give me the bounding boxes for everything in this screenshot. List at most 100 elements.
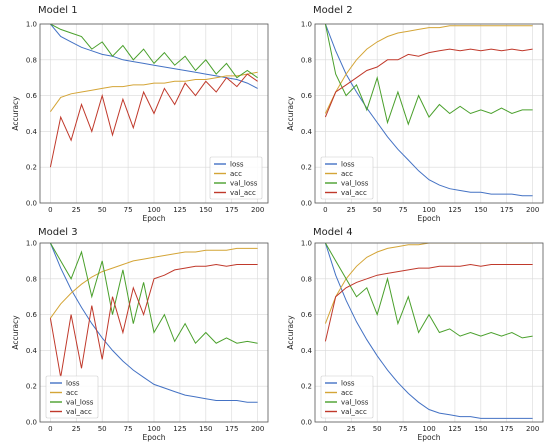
y-tick-label: 0.0: [26, 419, 37, 427]
legend-label-val_loss: val_loss: [230, 180, 258, 188]
chart-panel-1: Model 1 0 25 50 75 100 125 150 175 200 0.0 0.2 0.4 0.…: [11, 5, 269, 223]
x-tick-label: 100: [422, 206, 435, 214]
chart-panel-3: Model 3 0 25 50 75 100 125 150 175 200 0.0 0.2 0.4 0.…: [11, 227, 269, 442]
y-tick-label: 0.4: [301, 347, 313, 355]
x-tick-label: 175: [500, 206, 513, 214]
x-axis-label: Epoch: [143, 214, 166, 223]
legend-label-acc: acc: [341, 170, 353, 178]
chart-title: Model 3: [38, 227, 78, 238]
x-tick-label: 50: [98, 425, 107, 433]
y-tick-label: 0.8: [301, 275, 312, 283]
plot-frame: [314, 23, 544, 204]
x-tick-label: 50: [373, 206, 382, 214]
y-tick-label: 0.8: [301, 56, 312, 64]
y-tick-label: 0.0: [26, 200, 37, 208]
legend-label-loss: loss: [66, 380, 80, 388]
x-axis-label: Epoch: [418, 214, 441, 223]
y-tick-label: 1.0: [301, 240, 312, 248]
x-tick-label: 150: [474, 206, 487, 214]
y-tick-label: 1.0: [301, 21, 312, 29]
y-tick-label: 1.0: [26, 240, 37, 248]
y-tick-label: 0.6: [26, 311, 38, 319]
legend-label-val_acc: val_acc: [66, 408, 92, 416]
legend-label-val_acc: val_acc: [230, 189, 256, 197]
x-tick-label: 150: [199, 206, 212, 214]
x-tick-label: 25: [347, 425, 356, 433]
y-tick-label: 0.4: [26, 128, 38, 136]
x-tick-label: 75: [399, 425, 408, 433]
legend-box: [209, 156, 263, 200]
legend-label-loss: loss: [341, 161, 355, 169]
x-tick-label: 0: [323, 206, 327, 214]
chart-panel-2: Model 2 0 25 50 75 100 125 150 175 200 0.0 0.2 0.4 0.…: [286, 5, 544, 223]
chart-panel-4: Model 4 0 25 50 75 100 125 150 175 200 0.0 0.2 0.4 0.…: [286, 227, 544, 442]
x-tick-label: 175: [500, 425, 513, 433]
y-axis-label: Accuracy: [286, 96, 295, 131]
x-tick-label: 50: [373, 425, 382, 433]
y-tick-label: 1.0: [26, 21, 37, 29]
series-line-val_acc: [49, 73, 258, 168]
y-tick-label: 0.0: [301, 200, 312, 208]
chart-title: Model 4: [313, 227, 353, 238]
x-tick-label: 175: [225, 206, 238, 214]
legend-label-val_acc: val_acc: [341, 189, 367, 197]
legend-label-loss: loss: [341, 380, 355, 388]
y-tick-label: 0.6: [301, 311, 313, 319]
y-axis-label: Accuracy: [11, 96, 20, 131]
x-tick-label: 200: [251, 206, 264, 214]
y-tick-label: 0.4: [301, 128, 313, 136]
y-tick-label: 0.8: [26, 275, 37, 283]
legend-label-loss: loss: [230, 161, 244, 169]
x-tick-label: 200: [251, 425, 264, 433]
x-tick-label: 25: [347, 206, 356, 214]
legend-box: [320, 375, 374, 419]
y-axis-label: Accuracy: [11, 315, 20, 350]
x-tick-label: 50: [98, 206, 107, 214]
x-tick-label: 25: [72, 425, 81, 433]
series-line-acc: [49, 71, 258, 112]
x-axis-label: Epoch: [418, 433, 441, 442]
series-line-loss: [324, 243, 533, 419]
y-tick-label: 0.6: [301, 92, 313, 100]
x-tick-label: 100: [147, 425, 160, 433]
chart-title: Model 2: [313, 5, 353, 16]
plot-frame: [314, 242, 544, 423]
legend-label-val_loss: val_loss: [341, 180, 369, 188]
x-tick-label: 125: [173, 425, 186, 433]
series-line-val_loss: [49, 243, 258, 345]
y-tick-label: 0.2: [26, 164, 37, 172]
y-tick-label: 0.2: [26, 383, 37, 391]
x-tick-label: 75: [124, 425, 133, 433]
plot-frame: [39, 23, 269, 204]
legend-label-val_loss: val_loss: [341, 399, 369, 407]
series-line-val_acc: [324, 48, 533, 118]
legend-box: [45, 375, 99, 419]
legend-label-acc: acc: [341, 389, 353, 397]
series-line-loss: [324, 24, 533, 197]
y-tick-label: 0.2: [301, 164, 312, 172]
x-tick-label: 100: [422, 425, 435, 433]
x-tick-label: 200: [526, 206, 539, 214]
series-line-val_acc: [324, 263, 533, 342]
legend-label-acc: acc: [230, 170, 242, 178]
series-line-acc: [49, 247, 258, 319]
x-tick-label: 125: [448, 206, 461, 214]
series-line-acc: [324, 243, 533, 324]
series-line-val_acc: [49, 263, 258, 378]
y-axis-label: Accuracy: [286, 315, 295, 350]
x-tick-label: 0: [48, 206, 52, 214]
x-tick-label: 75: [399, 206, 408, 214]
series-line-val_loss: [50, 24, 258, 79]
legend-label-val_acc: val_acc: [341, 408, 367, 416]
x-tick-label: 150: [474, 425, 487, 433]
legend-label-acc: acc: [66, 389, 78, 397]
legend-box: [320, 156, 374, 200]
series-line-loss: [50, 24, 258, 89]
y-tick-label: 0.4: [26, 347, 38, 355]
series-line-val_loss: [324, 243, 533, 339]
